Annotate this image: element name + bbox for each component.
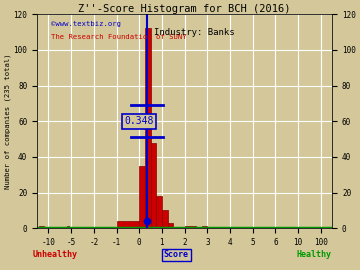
Bar [156,196,162,228]
Bar [139,166,145,228]
Text: 0.348: 0.348 [125,116,154,126]
Bar [150,143,156,228]
Text: The Research Foundation of SUNY: The Research Foundation of SUNY [51,34,186,40]
Text: ©www.textbiz.org: ©www.textbiz.org [51,21,121,27]
Bar [162,210,168,228]
Bar [145,28,150,228]
Text: Unhealthy: Unhealthy [32,250,77,259]
Bar [117,221,139,228]
Title: Z''-Score Histogram for BCH (2016): Z''-Score Histogram for BCH (2016) [78,4,291,14]
Bar [67,227,69,228]
Bar [190,227,196,228]
Text: Healthy: Healthy [296,250,331,259]
Bar [185,227,190,228]
Bar [202,227,207,228]
Text: Score: Score [164,250,189,259]
Bar [39,227,44,228]
Text: Industry: Banks: Industry: Banks [154,28,235,37]
Bar [168,223,173,228]
Y-axis label: Number of companies (235 total): Number of companies (235 total) [4,53,11,189]
